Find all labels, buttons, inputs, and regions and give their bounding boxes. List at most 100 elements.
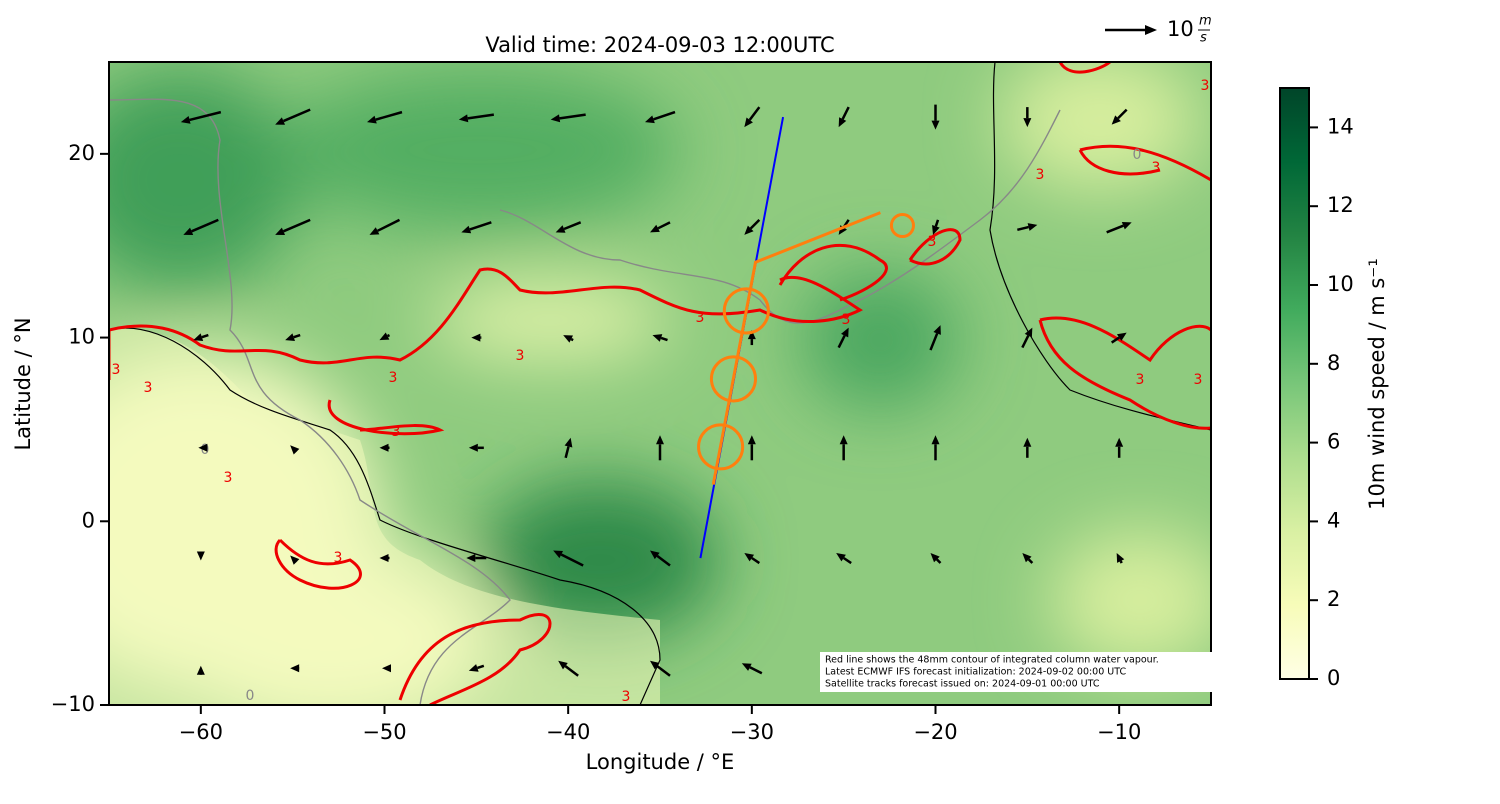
wind-shaft xyxy=(934,219,940,227)
contour-label: 0 xyxy=(246,688,255,704)
wind-arrow xyxy=(196,665,205,675)
wind-shaft xyxy=(1021,335,1030,349)
wind-head xyxy=(290,664,300,673)
contour-label: 3 xyxy=(392,424,401,440)
wind-shaft xyxy=(376,218,401,232)
wind-arrow xyxy=(1110,332,1127,344)
wind-shaft xyxy=(189,110,222,122)
wind-shaft xyxy=(469,221,492,231)
wind-head xyxy=(563,335,574,343)
colorbar xyxy=(1279,87,1310,680)
wind-head xyxy=(933,325,941,335)
quiver-key: 10 m s xyxy=(1105,14,1212,46)
wind-arrow xyxy=(553,550,584,567)
wind-shaft xyxy=(570,337,574,342)
wind-arrow xyxy=(180,110,222,124)
wind-arrow xyxy=(650,550,671,567)
wind-arrow xyxy=(1023,107,1032,128)
wind-arrow xyxy=(744,553,761,565)
wind-arrow xyxy=(1022,553,1034,564)
annotation-line: Red line shows the 48mm contour of integ… xyxy=(825,655,1159,666)
wind-head xyxy=(836,553,846,562)
colorbar-tick-label: 6 xyxy=(1327,430,1340,454)
wind-arrow xyxy=(747,435,756,461)
wind-arrow xyxy=(183,218,219,235)
wind-shaft xyxy=(749,666,763,675)
contour-label: 3 xyxy=(144,380,153,396)
wind-shaft xyxy=(1017,225,1029,232)
wind-arrow xyxy=(275,218,311,235)
wind-shaft xyxy=(842,556,852,565)
wind-shaft xyxy=(386,333,391,338)
wind-head xyxy=(550,114,561,123)
wind-arrow xyxy=(929,325,941,351)
wind-arrow xyxy=(379,332,391,341)
wind-head xyxy=(1121,221,1132,230)
x-tick-label: −20 xyxy=(913,720,957,744)
wind-arrow xyxy=(741,663,763,675)
contour-label: 3 xyxy=(622,689,631,705)
wind-head xyxy=(932,225,940,235)
wind-shaft xyxy=(751,556,761,565)
wind-arrow xyxy=(471,333,482,342)
x-tick-label: −40 xyxy=(546,720,590,744)
wind-head xyxy=(180,116,191,124)
colorbar-tick-label: 8 xyxy=(1327,351,1340,375)
wind-arrow xyxy=(290,555,300,565)
satellite-track xyxy=(711,211,881,485)
wind-shaft xyxy=(656,665,671,677)
contour-label: 3 xyxy=(1036,167,1045,183)
wind-shaft xyxy=(293,333,301,339)
wind-arrow xyxy=(1023,437,1032,458)
contour-label: 3 xyxy=(696,310,705,326)
wind-arrow xyxy=(468,443,484,452)
y-tick-label: −10 xyxy=(51,692,95,716)
wind-arrow xyxy=(1021,327,1033,349)
x-tick-label: −60 xyxy=(179,720,223,744)
wind-arrow xyxy=(836,553,852,565)
contour-label: 3 xyxy=(1152,160,1161,176)
colorbar-tick-label: 12 xyxy=(1327,193,1354,217)
contour-label: 3 xyxy=(1201,78,1210,94)
wind-head xyxy=(382,664,391,673)
wind-shaft xyxy=(563,221,582,231)
wind-head xyxy=(1023,118,1032,128)
wind-arrow xyxy=(563,335,574,343)
x-tick-label: −10 xyxy=(1097,720,1141,744)
wind-head xyxy=(183,227,194,235)
wind-arrow xyxy=(650,660,671,677)
overpass-circle xyxy=(722,287,770,335)
wind-head xyxy=(379,554,389,563)
wind-head xyxy=(379,443,389,452)
wind-arrow xyxy=(1017,223,1038,232)
wind-head xyxy=(196,551,205,561)
wind-head xyxy=(275,227,286,235)
wind-shaft xyxy=(191,218,219,233)
contour-label: 3 xyxy=(112,362,121,378)
wind-head xyxy=(1022,553,1032,563)
wind-head xyxy=(367,115,377,124)
wind-head xyxy=(558,660,568,670)
wind-shaft xyxy=(560,553,584,567)
contour-label: 3 xyxy=(224,470,233,486)
y-tick-label: 0 xyxy=(82,508,95,532)
wind-head xyxy=(379,332,390,341)
overpass-circle xyxy=(697,423,745,471)
wind-shaft xyxy=(748,106,761,121)
wind-head xyxy=(652,334,663,342)
wind-arrow xyxy=(838,106,850,128)
wind-head xyxy=(747,330,756,340)
x-tick-label: −30 xyxy=(730,720,774,744)
contour-label: 3 xyxy=(842,312,851,328)
wind-arrow xyxy=(837,327,849,349)
wind-head xyxy=(645,115,655,124)
wind-head xyxy=(290,445,300,455)
wind-head xyxy=(196,665,205,675)
wind-arrow xyxy=(555,221,582,233)
wind-shaft xyxy=(841,106,850,120)
wind-head xyxy=(744,225,754,235)
wind-shaft xyxy=(467,113,495,120)
wind-head xyxy=(747,435,756,445)
wind-arrow xyxy=(656,435,664,461)
wind-head xyxy=(1116,332,1127,341)
